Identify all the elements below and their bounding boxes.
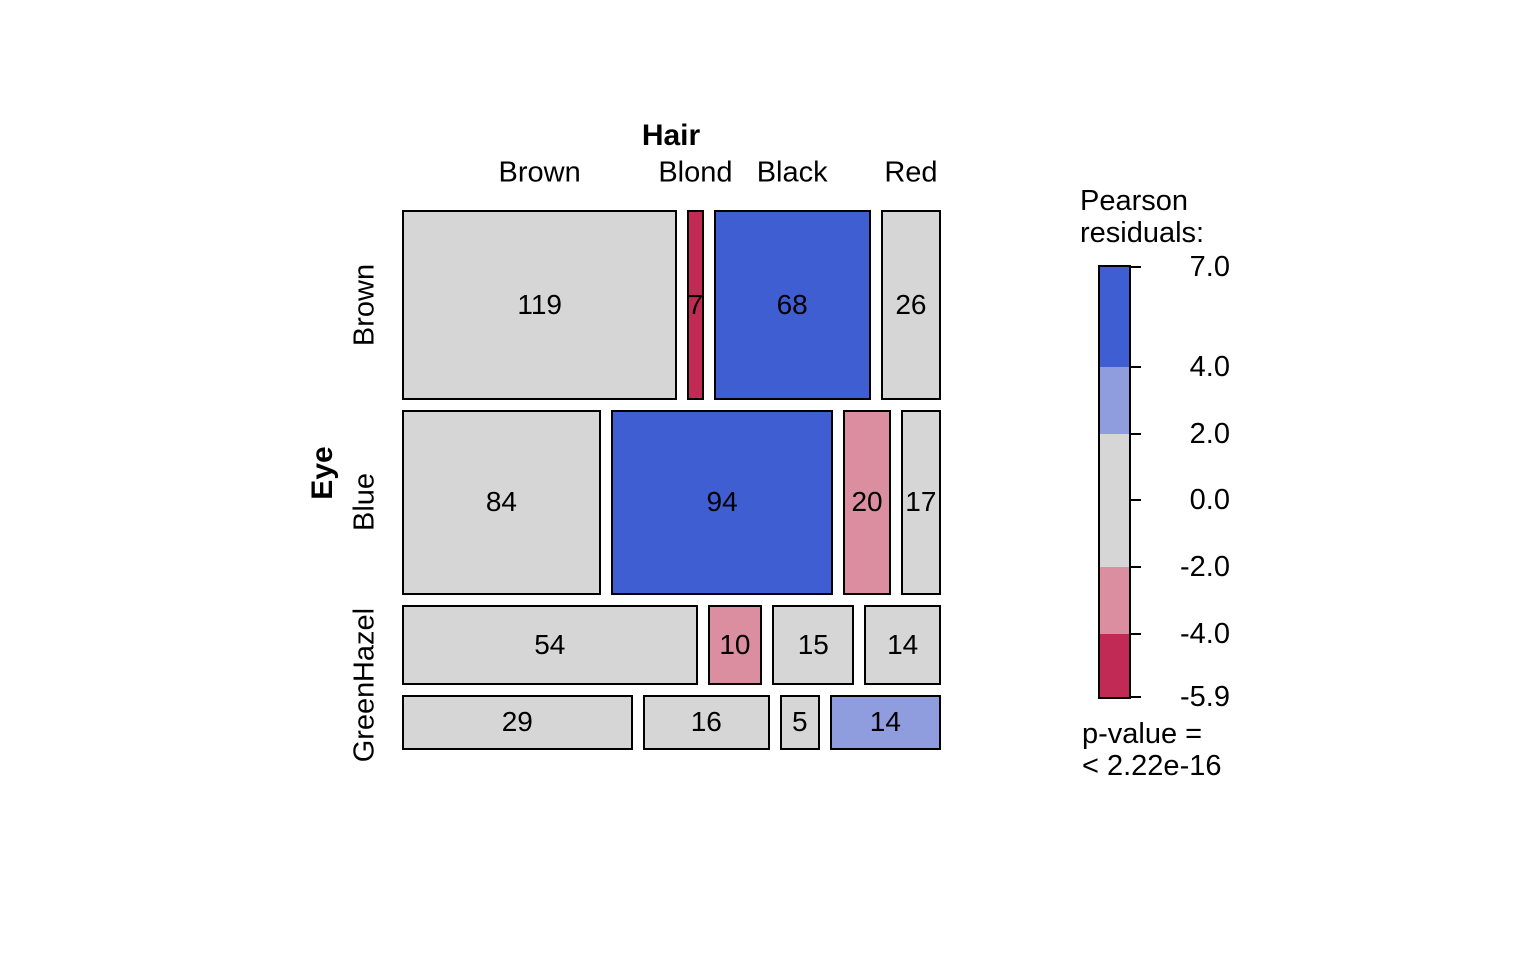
legend-tick-label: 0.0: [1189, 484, 1230, 517]
legend-tick: [1129, 432, 1141, 435]
legend-tick-label: 2.0: [1189, 417, 1230, 450]
tile-count: 15: [797, 628, 829, 660]
mosaic-tile-brown-black: 68: [713, 210, 871, 400]
p-value-line1: p-value =: [1082, 718, 1203, 750]
mosaic-tile-hazel-red: 14: [864, 604, 941, 685]
mosaic-tile-hazel-brown: 54: [402, 604, 698, 685]
mosaic-tile-blue-red: 17: [900, 409, 941, 595]
legend-tick: [1129, 696, 1141, 698]
mosaic-tile-hazel-black: 15: [772, 604, 855, 685]
legend-segment-neg-strong: [1100, 633, 1129, 697]
legend-tick: [1129, 499, 1141, 502]
tile-count: 14: [887, 628, 919, 660]
legend-segment-pos-strong: [1100, 267, 1129, 367]
tile-count: 14: [869, 706, 901, 738]
eye-category-label-brown: Brown: [348, 263, 381, 346]
eye-category-label-green: Green: [348, 682, 381, 763]
hair-category-label-brown: Brown: [498, 156, 581, 189]
tile-count: 54: [534, 628, 566, 660]
legend-colorbar: [1098, 265, 1131, 699]
tile-count: 10: [719, 628, 751, 660]
tile-count: 5: [791, 706, 808, 738]
mosaic-tile-hazel-blond: 10: [707, 604, 763, 685]
hair-category-label-red: Red: [884, 156, 938, 189]
mosaic-tile-green-red: 14: [829, 694, 941, 750]
mosaic-tile-brown-brown: 119: [402, 210, 678, 400]
tile-count: 68: [776, 288, 808, 320]
legend-tick-label: -2.0: [1180, 551, 1230, 583]
mosaic-grid: Hair Eye 119 7 68 26 84 94 20 17 54 10 15 14 29 16 5 14…: [306, 119, 941, 763]
tile-count: 94: [706, 486, 738, 518]
mosaic-tile-brown-red: 26: [880, 210, 941, 400]
tile-count: 7: [687, 288, 704, 320]
eye-category-label-hazel: Hazel: [348, 607, 381, 682]
legend-title-line2: residuals:: [1080, 217, 1205, 249]
hair-category-label-black: Black: [756, 156, 828, 189]
mosaic-tile-blue-blond: 94: [610, 409, 834, 595]
legend-tick: [1129, 366, 1141, 368]
tile-count: 26: [895, 288, 927, 320]
eye-category-label-blue: Blue: [348, 473, 381, 532]
mosaic-tile-brown-blond: 7: [687, 210, 704, 400]
legend-tick: [1129, 266, 1141, 268]
tile-count: 84: [485, 486, 517, 518]
legend-tick-label: -5.9: [1180, 681, 1230, 713]
legend-segment-neutral: [1100, 433, 1129, 567]
hair-axis-title: Hair: [641, 119, 701, 152]
mosaic-tile-blue-brown: 84: [402, 409, 601, 595]
mosaic-tile-blue-black: 20: [843, 409, 891, 595]
legend-tick: [1129, 566, 1141, 568]
legend-segment-pos-mild: [1100, 367, 1129, 434]
p-value-label: p-value = < 2.22e-16: [1082, 718, 1221, 782]
tile-count: 29: [501, 706, 533, 738]
legend-tick-label: -4.0: [1180, 617, 1230, 650]
legend-tick-label: 7.0: [1189, 251, 1230, 283]
legend-segment-neg-mild: [1100, 567, 1129, 634]
legend: Pearson residuals: p-value = < 2.22e-16 …: [1080, 185, 1330, 805]
tile-count: 119: [517, 288, 562, 320]
eye-axis-title: Eye: [306, 446, 339, 500]
tile-count: 17: [905, 486, 937, 518]
tile-count: 16: [690, 706, 722, 738]
mosaic-tile-green-black: 5: [779, 694, 820, 750]
legend-title-line1: Pearson: [1080, 185, 1189, 217]
mosaic-tile-green-blond: 16: [642, 694, 770, 750]
tile-count: 20: [851, 486, 883, 518]
legend-tick: [1129, 632, 1141, 635]
hair-category-label-blond: Blond: [658, 156, 733, 189]
legend-tick-label: 4.0: [1189, 351, 1230, 383]
mosaic-tile-green-brown: 29: [402, 694, 633, 750]
p-value-line2: < 2.22e-16: [1082, 750, 1222, 782]
